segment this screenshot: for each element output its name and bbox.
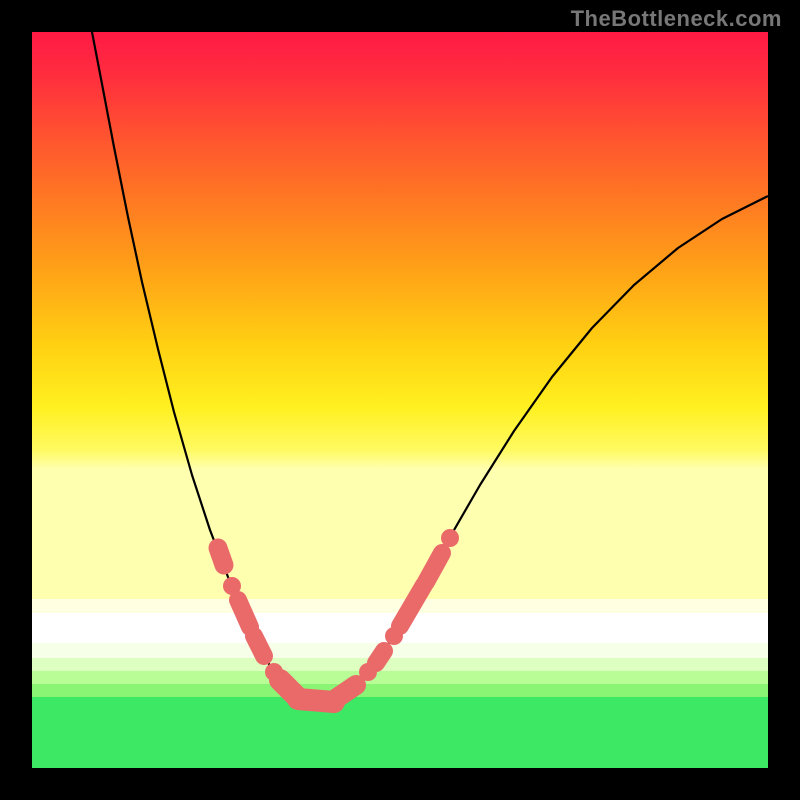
plot-area: [32, 32, 768, 768]
sample-markers: [32, 32, 768, 768]
watermark-text: TheBottleneck.com: [571, 6, 782, 32]
